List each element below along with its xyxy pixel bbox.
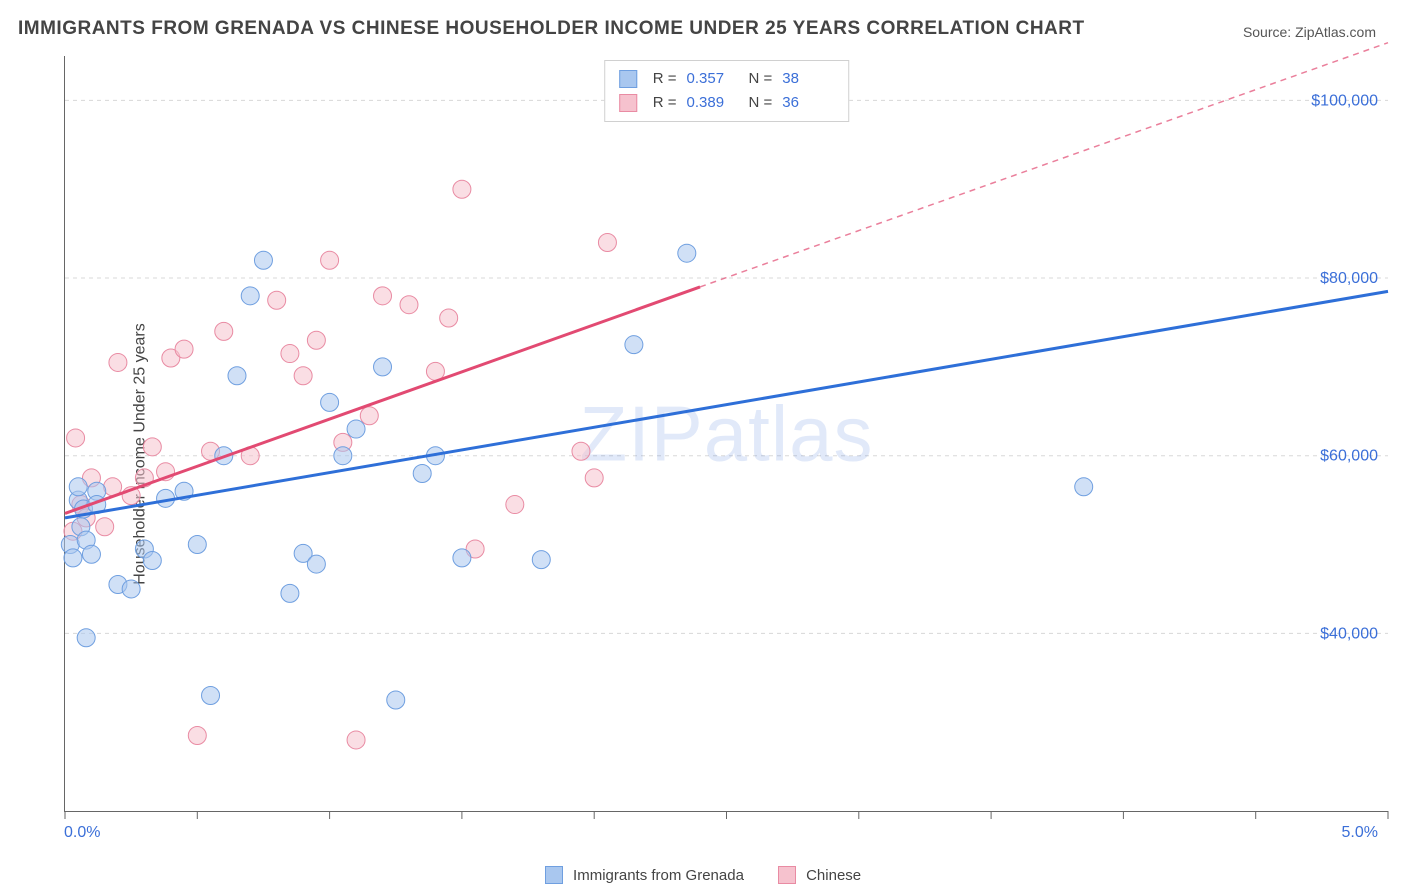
legend-label-b: Chinese [806, 867, 861, 884]
header-bar: IMMIGRANTS FROM GRENADA VS CHINESE HOUSE… [0, 0, 1406, 50]
stats-legend-box: R = 0.357 N = 38 R = 0.389 N = 36 [604, 60, 850, 122]
stat-r-label: R = [653, 67, 677, 91]
stat-n-value-a: 38 [782, 67, 834, 91]
bottom-legend: Immigrants from Grenada Chinese [0, 866, 1406, 884]
stats-row-series-a: R = 0.357 N = 38 [619, 67, 835, 91]
stat-n-label: N = [749, 91, 773, 115]
legend-label-a: Immigrants from Grenada [573, 867, 744, 884]
source-label: Source: ZipAtlas.com [1243, 24, 1376, 40]
stat-r-value-a: 0.357 [687, 67, 739, 91]
chart-title: IMMIGRANTS FROM GRENADA VS CHINESE HOUSE… [18, 18, 1085, 40]
x-min-label: 0.0% [64, 824, 100, 842]
stat-r-label: R = [653, 91, 677, 115]
legend-swatch-a [545, 866, 563, 884]
legend-item-a: Immigrants from Grenada [545, 866, 744, 884]
legend-item-b: Chinese [778, 866, 861, 884]
chart-area: Householder Income Under 25 years ZIPatl… [18, 56, 1388, 852]
stats-row-series-b: R = 0.389 N = 36 [619, 91, 835, 115]
x-max-label: 5.0% [1342, 824, 1378, 842]
swatch-series-b [619, 94, 637, 112]
plot-region: ZIPatlas R = 0.357 N = 38 R = 0.389 N = … [64, 56, 1388, 812]
stat-n-label: N = [749, 67, 773, 91]
legend-swatch-b [778, 866, 796, 884]
trendline-layer [65, 56, 1388, 811]
swatch-series-a [619, 70, 637, 88]
stat-r-value-b: 0.389 [687, 91, 739, 115]
stat-n-value-b: 36 [782, 91, 834, 115]
x-axis-labels: 0.0% 5.0% [64, 824, 1388, 848]
